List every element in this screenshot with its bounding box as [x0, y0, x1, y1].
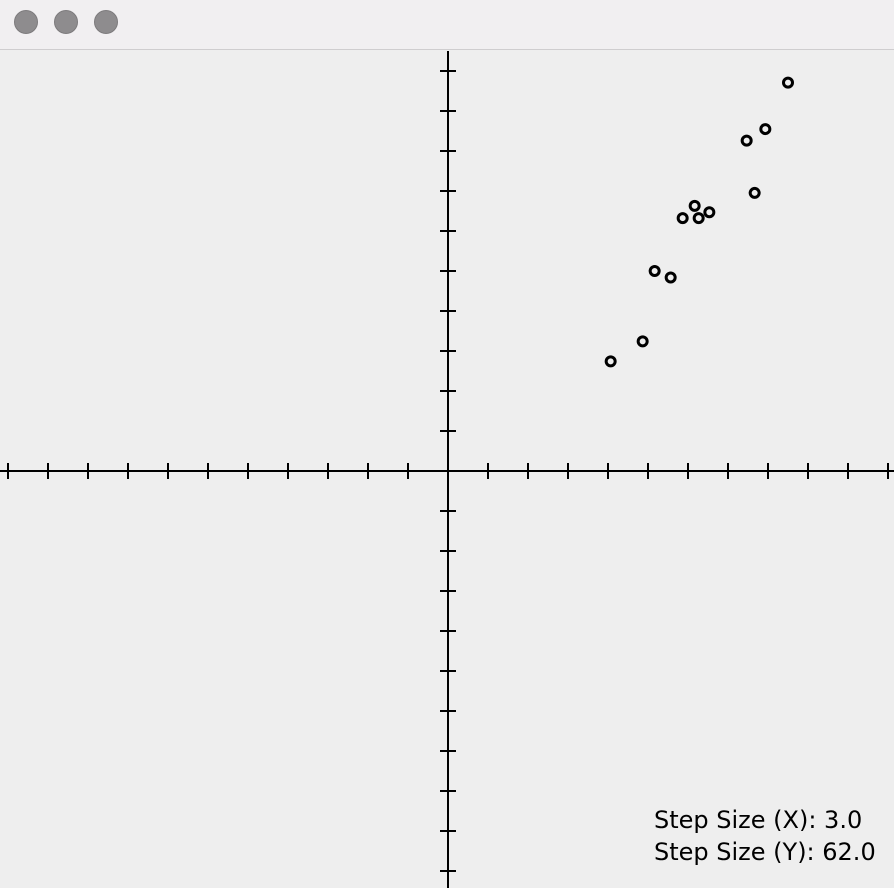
data-point [703, 206, 716, 219]
step-size-y-readout: Step Size (Y): 62.0 [654, 838, 876, 866]
data-point [692, 212, 705, 225]
data-point [648, 265, 661, 277]
zoom-window-button[interactable] [94, 10, 118, 34]
data-point [782, 76, 794, 89]
plot-canvas[interactable] [0, 51, 894, 888]
data-point [759, 123, 772, 136]
data-point [688, 199, 701, 212]
data-point [748, 186, 761, 199]
data-point [604, 355, 617, 368]
close-window-button[interactable] [14, 10, 38, 34]
data-point [740, 134, 753, 147]
data-point [676, 212, 689, 225]
data-point [636, 335, 649, 348]
step-size-x-readout: Step Size (X): 3.0 [654, 806, 863, 834]
scatter-plot [0, 51, 894, 888]
minimize-window-button[interactable] [54, 10, 78, 34]
data-point [664, 271, 677, 284]
window-titlebar [0, 0, 894, 50]
